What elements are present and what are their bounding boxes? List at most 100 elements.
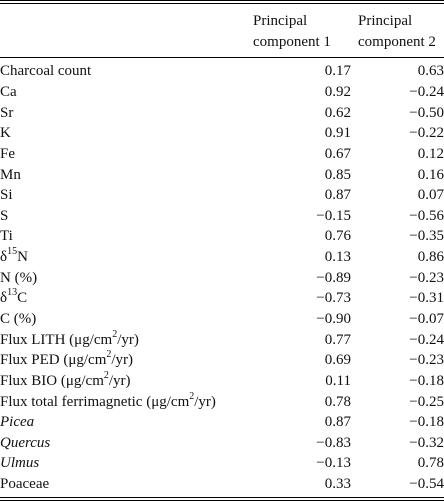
row-label: Fe	[0, 144, 271, 165]
table-row: C (%) −0.90 −0.07	[0, 309, 444, 330]
row-label: Si	[0, 185, 271, 206]
row-label-suffix: /yr)	[194, 393, 216, 410]
row-label: Flux PED (μg/cm2/yr)	[0, 350, 271, 371]
row-label-text: N (%)	[0, 269, 38, 286]
pc2-value: −0.25	[409, 393, 444, 410]
row-label-text: K	[0, 125, 11, 142]
row-label-text: C (%)	[0, 311, 37, 327]
pc2-value: 0.16	[417, 166, 444, 183]
table-row: Charcoal count 0.17 0.63	[0, 61, 444, 82]
pc2-value: −0.23	[409, 352, 444, 369]
row-label: Mn	[0, 164, 271, 185]
table-body: Charcoal count 0.17 0.63 Ca 0.92 −0.24 Sr 0.62 −…	[0, 61, 444, 494]
pc1-value: 0.91	[324, 125, 351, 142]
pc2-value: −0.31	[409, 290, 444, 307]
row-label-text: Sr	[0, 104, 14, 121]
table-row: δ15N 0.13 0.86	[0, 247, 444, 268]
pc1-value: 0.17	[324, 63, 351, 80]
row-label-superscript: 2	[112, 328, 118, 340]
row-label-text: δ	[0, 290, 8, 307]
table-row: Fe 0.67 0.12	[0, 144, 444, 165]
row-label-superscript: 2	[106, 349, 112, 361]
pc2-value: −0.18	[409, 372, 444, 389]
pc1-value: 0.85	[324, 166, 351, 183]
table-row: K 0.91 −0.22	[0, 123, 444, 144]
top-rule	[0, 0, 444, 1]
row-label-superscript: 15	[7, 246, 18, 258]
row-label-text: δ	[0, 249, 8, 266]
pc1-value: −0.13	[316, 455, 351, 472]
pc1-value: −0.73	[316, 290, 351, 307]
pc1-value: 0.67	[324, 145, 351, 162]
row-label: Picea	[0, 412, 271, 433]
pc2-value: 0.78	[417, 455, 444, 472]
table-row: Flux BIO (μg/cm2/yr) 0.11 −0.18	[0, 369, 444, 392]
pc1-value: 0.69	[324, 352, 351, 369]
pc1-value: 0.87	[324, 187, 351, 204]
pc2-value: −0.18	[409, 414, 444, 431]
pc1-value: −0.15	[316, 207, 351, 224]
table-row: Sr 0.62 −0.50	[0, 102, 444, 123]
header-col1-line2: component 1	[253, 34, 331, 50]
pc2-value: −0.54	[409, 476, 444, 493]
row-label-superscript: 13	[7, 287, 18, 299]
pc2-value: −0.24	[409, 331, 444, 348]
row-label: C (%)	[0, 309, 271, 330]
row-label-text: Mn	[0, 166, 21, 183]
table-row: Picea 0.87 −0.18	[0, 412, 444, 433]
table-header: Principal component 1 Principal componen…	[0, 11, 444, 55]
pc2-value: −0.22	[409, 125, 444, 142]
pc2-value: −0.24	[409, 83, 444, 100]
pc2-value: 0.12	[417, 145, 444, 162]
table-row: N (%) −0.89 −0.23	[0, 267, 444, 288]
row-label: Ulmus	[0, 453, 271, 474]
row-label-suffix: /yr)	[108, 372, 131, 389]
table-row: Quercus −0.83 −0.32	[0, 433, 444, 454]
row-label: Flux BIO (μg/cm2/yr)	[0, 369, 271, 392]
row-label-text: Ti	[0, 228, 13, 245]
row-label-text: Fe	[0, 145, 15, 162]
table-row: S −0.15 −0.56	[0, 205, 444, 226]
header-col2-line2: component 2	[358, 34, 436, 50]
pc1-value: 0.33	[324, 476, 351, 493]
row-label: Poaceae	[0, 474, 271, 495]
table-row: Flux LITH (μg/cm2/yr) 0.77 −0.24	[0, 329, 444, 350]
table-row: Ulmus −0.13 0.78	[0, 453, 444, 474]
table-row: Flux total ferrimagnetic (μg/cm2/yr) 0.78…	[0, 391, 444, 412]
row-label-suffix: N	[17, 249, 28, 266]
row-label: K	[0, 123, 271, 144]
row-label-suffix: C	[17, 290, 28, 307]
table-row: Ca 0.92 −0.24	[0, 82, 444, 103]
row-label: Ca	[0, 82, 271, 103]
bottom-rule-inner	[0, 497, 444, 498]
pc1-value: 0.62	[324, 104, 351, 121]
table-row: Si 0.87 0.07	[0, 185, 444, 206]
row-label-superscript: 2	[103, 369, 109, 381]
pc1-value: −0.90	[316, 311, 351, 327]
pc2-value: −0.23	[409, 269, 444, 286]
table-row: Ti 0.76 −0.35	[0, 226, 444, 247]
pc2-value: −0.50	[409, 104, 444, 121]
pc1-value: 0.11	[325, 372, 351, 389]
row-label: Charcoal count	[0, 61, 271, 82]
row-label: N (%)	[0, 267, 271, 288]
pc1-value: 0.78	[324, 393, 351, 410]
row-label: Flux total ferrimagnetic (μg/cm2/yr)	[0, 391, 271, 412]
table-row: Mn 0.85 0.16	[0, 164, 444, 185]
top-rule-inner	[0, 3, 444, 4]
header-col1-line1: Principal	[253, 13, 308, 29]
pc2-value: −0.32	[409, 434, 444, 451]
row-label-suffix: /yr)	[111, 352, 134, 369]
row-label: Quercus	[0, 433, 271, 454]
row-label-text: Si	[0, 187, 13, 204]
pc1-value: −0.89	[316, 269, 351, 286]
table-row: Poaceae 0.33 −0.54	[0, 474, 444, 495]
row-label: Flux LITH (μg/cm2/yr)	[0, 329, 271, 350]
pc1-value: 0.92	[324, 83, 351, 100]
pc2-value: 0.63	[417, 63, 444, 80]
pc1-value: 0.87	[324, 414, 351, 431]
header-rule	[0, 57, 444, 58]
row-label: δ13C	[0, 288, 271, 309]
pc1-value: 0.76	[324, 228, 351, 245]
